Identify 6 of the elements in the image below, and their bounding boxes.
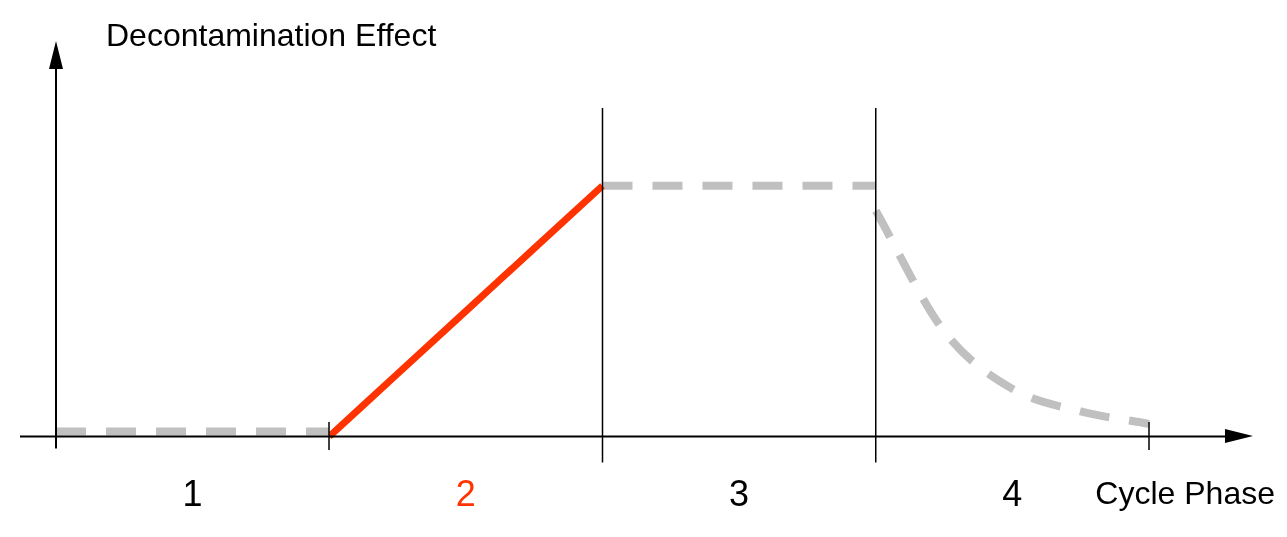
x-tick-label: 1 (182, 473, 203, 515)
x-tick-label: 4 (1002, 473, 1023, 515)
x-tick-label: 3 (729, 473, 750, 515)
y-axis-title: Decontamination Effect (106, 17, 437, 53)
x-tick-label: 2 (455, 473, 476, 515)
x-axis-title: Cycle Phase (1095, 475, 1275, 512)
